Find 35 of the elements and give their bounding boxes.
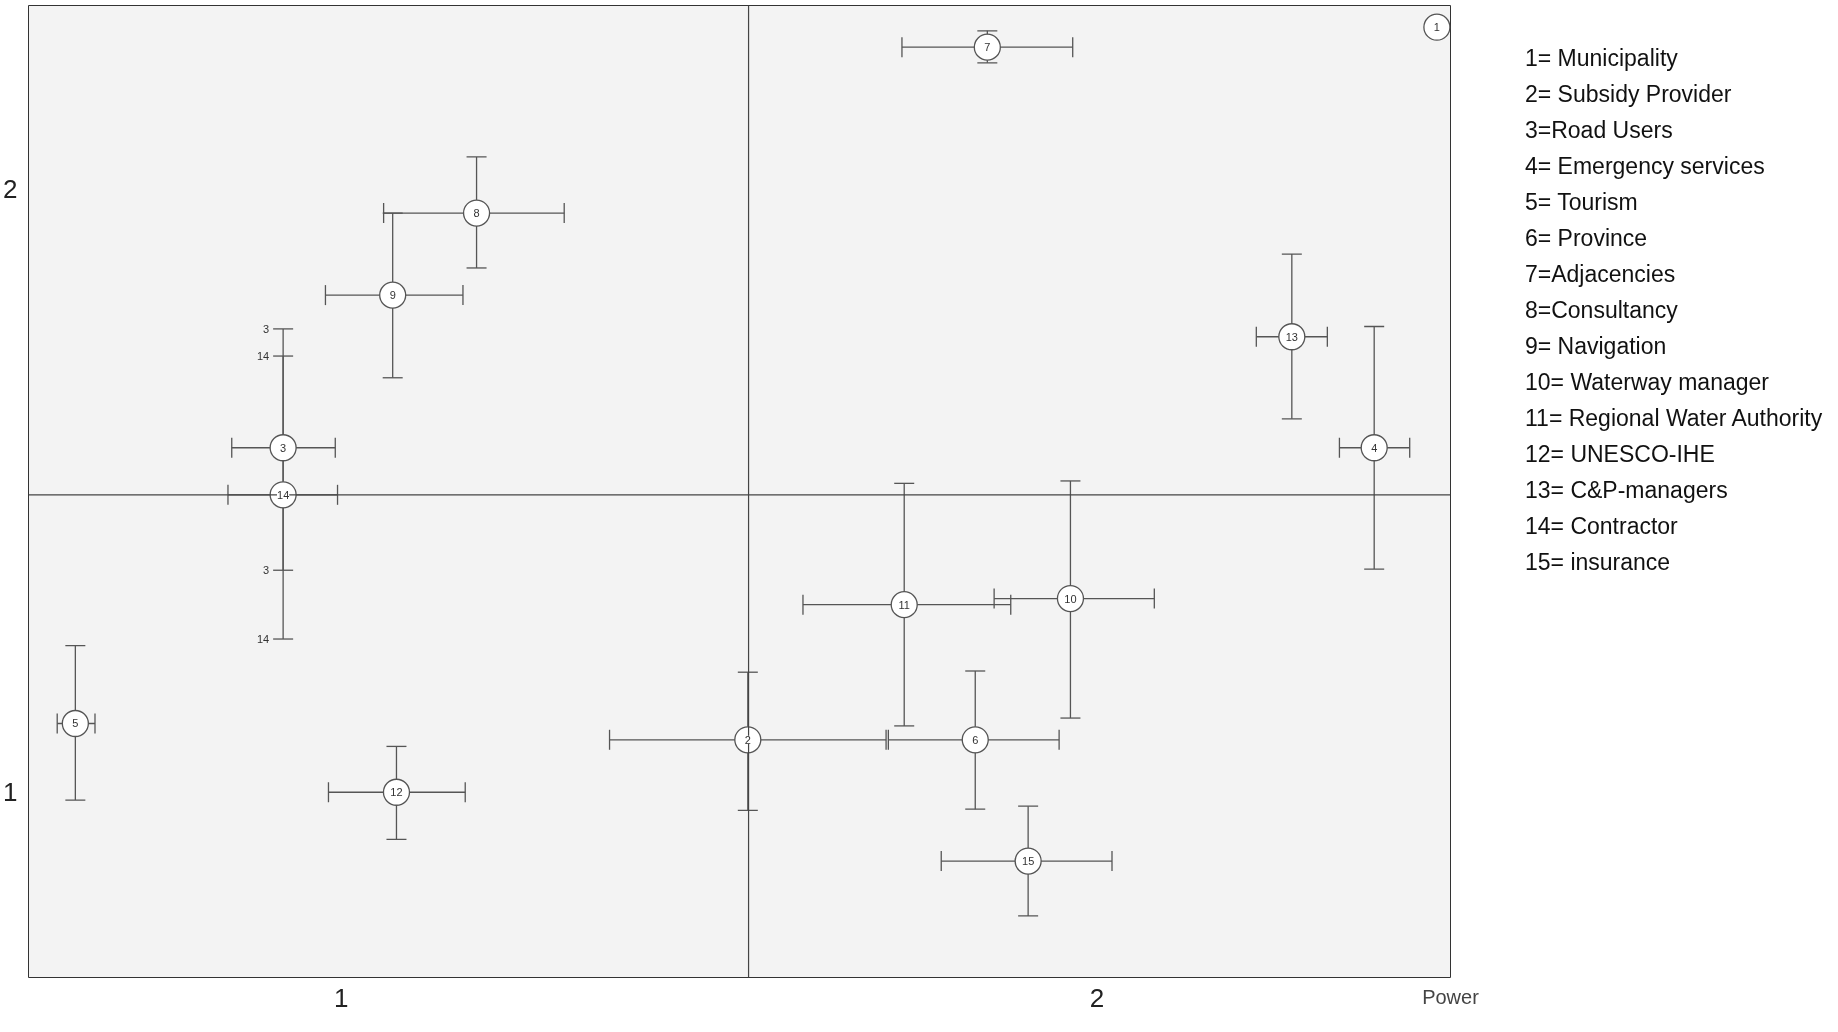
annotation: 14 [256,633,270,646]
text: 5= Tourism [1525,188,1639,217]
text: 9= Navigation [1525,332,1668,361]
annotation: 5 [72,717,79,730]
annotation: 3 [263,564,270,577]
annotation: 14 [256,350,270,363]
annotation: 7 [984,41,991,54]
annotation: 3 [280,441,287,454]
annotation: 14 [277,488,290,501]
annotation: 3 [263,322,270,335]
text: 12= UNESCO-IHE [1525,440,1716,469]
annotation: 1 [1433,21,1440,34]
text: 8=Consultancy [1525,296,1679,325]
text: 6= Province [1525,224,1649,253]
text: 7=Adjacencies [1525,260,1677,289]
text: 11= Regional Water Authority [1525,404,1823,433]
x-axis-title: Power [1422,985,1480,1008]
annotation: 11 [898,598,910,611]
annotation: 8 [473,207,480,220]
text: 3=Road Users [1525,116,1674,145]
annotation: 15 [1022,855,1035,868]
text: 13= C&P-managers [1525,476,1729,505]
annotation: 6 [972,733,979,746]
text: 14= Contractor [1525,512,1679,541]
text: 10= Waterway manager [1525,368,1770,397]
annotation: 4 [1371,441,1378,454]
text: 2= Subsidy Provider [1525,80,1733,109]
text: 1= Municipality [1525,44,1679,73]
annotation: 12 [390,786,403,799]
annotation: 10 [1064,592,1077,605]
text: 15= insurance [1525,548,1672,577]
text: 4= Emergency services [1525,152,1766,181]
annotation: 13 [1285,330,1298,343]
annotation: 9 [389,289,396,302]
annotation: 2 [744,733,751,746]
